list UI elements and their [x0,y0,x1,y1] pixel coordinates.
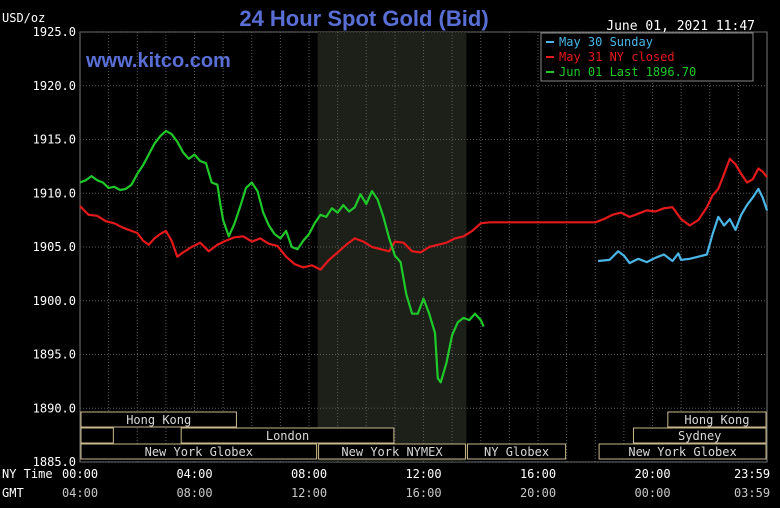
x-tick-label: 03:59 [734,486,770,500]
x-tick-label: 04:00 [176,467,212,481]
session-hong-kong-box [667,411,767,428]
y-tick-label: 1905.0 [33,240,76,254]
x-tick-label: 20:00 [520,486,556,500]
session-new-york-nymex-label: New York NYMEX [341,445,443,459]
legend-entry: May 30 Sunday [559,35,653,49]
y-tick-label: 1925.0 [33,25,76,39]
timestamp: June 01, 2021 11:47 [606,19,755,34]
session-new-york-nymex-box [318,443,466,460]
series-line-jun-01-last-1896-70 [79,129,485,384]
watermark-text: www.kitco.com [85,50,231,72]
session-london-box [180,427,395,444]
session-new-york-globex-box [598,443,767,460]
session-hong-kong-box [80,411,237,428]
session-ny-globex-label: NY Globex [484,445,549,459]
chart-title: 24 Hour Spot Gold (Bid) [239,6,488,31]
y-tick-label: 1890.0 [33,401,76,415]
series-line-may-30-sunday [597,187,769,265]
x-tick-label: 08:00 [176,486,212,500]
session-hong-kong-label: Hong Kong [126,413,191,427]
x-tick-label: 20:00 [634,467,670,481]
x-tick-label: 08:00 [291,467,327,481]
y-tick-label: 1910.0 [33,186,76,200]
session-sydney-box [632,427,767,444]
session-new-york-globex-box [80,443,318,460]
x-tick-label: 00:00 [62,467,98,481]
y-tick-label: 1920.0 [33,79,76,93]
y-axis-ticks: 1925.0 1920.0 1915.0 1910.0 1905.0 1900.0 1895… [33,25,76,469]
session-new-york-globex-label: New York Globex [145,445,253,459]
plot-area [79,31,768,463]
x-tick-label: 23:59 [734,467,770,481]
session-edge-box [80,427,114,444]
x-tick-label: 04:00 [62,486,98,500]
session-hong-kong-label: Hong Kong [684,413,749,427]
session-london-label: London [266,429,309,443]
y-tick-label: 1915.0 [33,133,76,147]
legend-box [540,32,754,82]
y-tick-label: 1885.0 [33,455,76,469]
y-tick-label: 1895.0 [33,348,76,362]
session-sydney-label: Sydney [678,429,721,443]
x-tick-label: 16:00 [405,486,441,500]
session-ny-globex-box [466,443,567,460]
x-axis-ticks: NY Time 00:00 04:00 08:00 12:00 16:00 20:00 23:… [2,467,770,500]
x-tick-label: 00:00 [634,486,670,500]
y-axis-unit-label: USD/oz [2,11,45,25]
market-sessions: Hong Kong Hong Kong London Sydney New York G… [80,411,767,460]
y-tick-label: 1900.0 [33,294,76,308]
x-tick-label: 12:00 [405,467,441,481]
x-tick-label: 16:00 [520,467,556,481]
series-lines [79,129,769,384]
legend-entry: May 31 NY closed [559,50,675,64]
x-tick-label: 12:00 [291,486,327,500]
gridlines [80,31,767,463]
x-axis-row-label: NY Time [2,467,53,481]
session-new-york-globex-label: New York Globex [628,445,736,459]
x-axis-row-label: GMT [2,486,24,500]
legend-entry: Jun 01 Last 1896.70 [559,65,696,79]
